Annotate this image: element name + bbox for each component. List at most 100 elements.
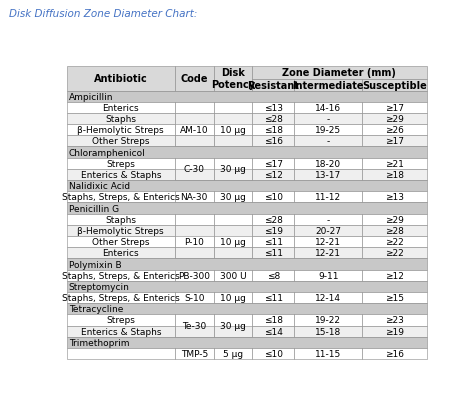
Text: Staphs: Staphs	[105, 115, 137, 124]
Bar	[294, 114, 362, 125]
Bar	[66, 348, 175, 359]
Bar	[252, 225, 294, 236]
Bar	[362, 158, 427, 169]
Text: ≤16: ≤16	[264, 137, 283, 146]
Text: ≥29: ≥29	[385, 115, 404, 124]
Text: PB-300: PB-300	[178, 271, 210, 280]
Text: Nalidixic Acid: Nalidixic Acid	[69, 182, 130, 191]
Text: Ampicillin: Ampicillin	[69, 92, 113, 101]
Bar	[66, 136, 175, 147]
Bar	[294, 225, 362, 236]
Text: Other Streps: Other Streps	[92, 238, 149, 247]
Text: ≤8: ≤8	[266, 271, 280, 280]
Bar	[294, 103, 362, 114]
Text: β-Hemolytic Streps: β-Hemolytic Streps	[77, 227, 164, 235]
Text: ≥17: ≥17	[385, 137, 404, 146]
Bar	[252, 326, 294, 337]
Text: -: -	[327, 115, 330, 124]
Text: P-10: P-10	[184, 238, 204, 247]
Bar	[213, 315, 252, 337]
Bar	[66, 114, 175, 125]
Text: S-10: S-10	[184, 293, 204, 302]
Bar	[362, 270, 427, 281]
Text: 11-12: 11-12	[315, 193, 341, 202]
Bar	[252, 169, 294, 181]
Bar	[294, 136, 362, 147]
Bar	[66, 147, 427, 158]
Text: ≤28: ≤28	[264, 115, 283, 124]
Text: ≥22: ≥22	[385, 238, 404, 247]
Text: ≤10: ≤10	[264, 193, 283, 202]
Text: ≥21: ≥21	[385, 160, 404, 169]
Text: Intermediate: Intermediate	[292, 80, 364, 90]
Bar	[66, 303, 427, 315]
Text: C-30: C-30	[184, 165, 205, 174]
Text: Polymixin B: Polymixin B	[69, 260, 121, 269]
Bar	[66, 103, 175, 114]
Text: Other Streps: Other Streps	[92, 137, 149, 146]
Bar	[175, 225, 213, 259]
Bar	[66, 158, 175, 169]
Text: Code: Code	[181, 74, 208, 84]
Text: 30 μg: 30 μg	[220, 321, 246, 330]
Text: Staphs: Staphs	[105, 215, 137, 224]
Bar	[213, 247, 252, 259]
Text: ≥22: ≥22	[385, 249, 404, 258]
Bar	[213, 103, 252, 114]
Text: Enterics: Enterics	[102, 103, 139, 112]
Bar	[362, 326, 427, 337]
Text: ≥13: ≥13	[385, 193, 404, 202]
Text: ≤18: ≤18	[264, 126, 283, 135]
Bar	[294, 270, 362, 281]
Bar	[252, 270, 294, 281]
Bar	[213, 114, 252, 147]
Bar	[362, 292, 427, 303]
Text: ≤14: ≤14	[264, 327, 283, 336]
Bar	[66, 337, 427, 348]
Bar	[252, 315, 294, 326]
Bar	[213, 348, 252, 359]
Text: Tetracycline: Tetracycline	[69, 305, 123, 314]
Text: 11-15: 11-15	[315, 349, 341, 358]
Text: 18-20: 18-20	[315, 160, 341, 169]
Bar	[66, 169, 175, 181]
Bar	[66, 236, 175, 247]
Text: ≤10: ≤10	[264, 349, 283, 358]
Bar	[252, 103, 294, 114]
Text: ≥15: ≥15	[385, 293, 404, 302]
Bar	[213, 214, 252, 225]
Bar	[294, 125, 362, 136]
Bar	[175, 315, 213, 337]
Text: 19-22: 19-22	[315, 316, 341, 325]
Bar	[175, 66, 213, 91]
Bar	[294, 292, 362, 303]
Text: Staphs, Streps, & Enterics: Staphs, Streps, & Enterics	[62, 271, 180, 280]
Text: Streps: Streps	[106, 160, 135, 169]
Bar	[362, 103, 427, 114]
Text: Enterics & Staphs: Enterics & Staphs	[81, 171, 161, 180]
Bar	[362, 225, 427, 236]
Bar	[252, 79, 294, 91]
Text: ≤17: ≤17	[264, 160, 283, 169]
Text: -: -	[327, 137, 330, 146]
Text: ≤19: ≤19	[264, 227, 283, 235]
Bar	[175, 125, 213, 136]
Bar	[213, 66, 252, 91]
Bar	[362, 114, 427, 125]
Text: 300 U: 300 U	[219, 271, 246, 280]
Bar	[362, 236, 427, 247]
Bar	[213, 225, 252, 259]
Bar	[362, 79, 427, 91]
Text: Trimethoprim: Trimethoprim	[69, 338, 129, 347]
Text: Enterics & Staphs: Enterics & Staphs	[81, 327, 161, 336]
Bar	[66, 259, 427, 270]
Bar	[66, 225, 175, 236]
Text: Enterics: Enterics	[102, 249, 139, 258]
Bar	[175, 103, 213, 114]
Bar	[362, 169, 427, 181]
Text: 10 μg: 10 μg	[220, 238, 246, 247]
Bar	[175, 348, 213, 359]
Bar	[362, 192, 427, 203]
Bar	[252, 236, 294, 247]
Bar	[294, 79, 362, 91]
